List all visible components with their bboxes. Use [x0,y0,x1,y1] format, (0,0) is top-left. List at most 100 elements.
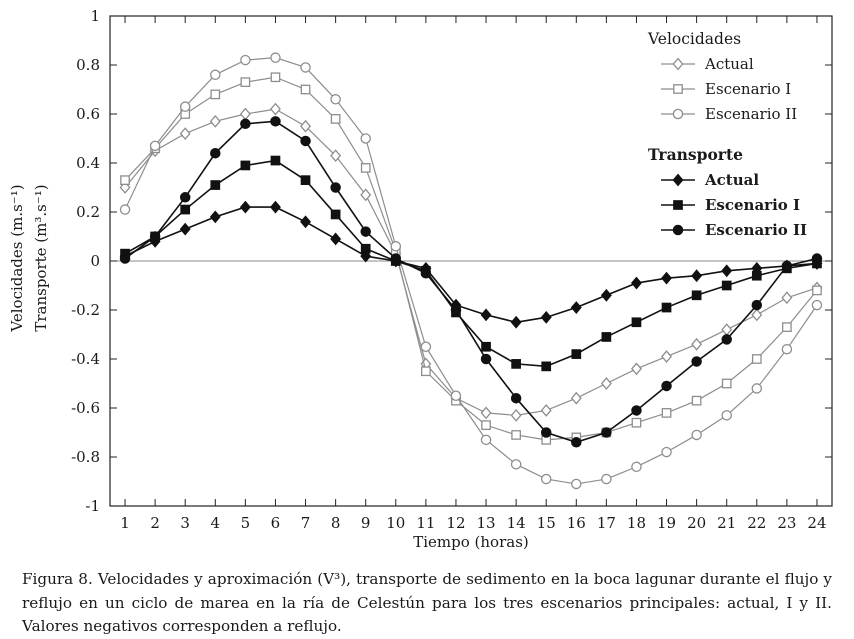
x-tick-label: 15 [537,514,556,532]
y-tick-label: 0 [90,252,100,270]
square-marker [631,417,642,428]
square-legend-marker-icon [661,200,695,210]
diamond-marker [661,271,672,285]
y-tick-label: 1 [90,7,100,25]
circle-marker [571,437,582,448]
square-marker [721,378,732,389]
circle-marker [510,392,522,404]
square-legend-marker-icon [661,84,695,94]
y-tick-label: 0.4 [76,154,100,172]
circle-marker [330,94,341,105]
circle-marker [149,231,161,242]
square-marker [240,160,251,171]
y-axis-label-transporte: Transporte (m³.s⁻¹) [32,184,50,332]
square-marker [360,243,371,254]
circle-marker [601,473,612,485]
circle-marker [420,267,432,279]
circle-marker [210,69,221,81]
x-axis-label: Tiempo (horas) [413,533,529,551]
legend-group-velocidades: Velocidades Actual Escenario I Escenario II [648,30,807,123]
square-marker [210,180,221,190]
circle-marker [480,434,492,446]
diamond-marker [672,173,684,187]
circle-marker [721,410,732,421]
circle-marker [360,226,371,237]
circle-marker [119,253,131,264]
circle-marker [672,224,684,236]
y-tick-label: -1 [85,497,100,515]
legend-item-velocidades-escenario-i: Escenario I [660,80,807,98]
diamond-marker [570,391,582,405]
diamond-legend-marker-icon [661,57,695,71]
diamond-marker [661,350,672,363]
x-tick-label: 18 [627,514,646,532]
diamond-marker [510,408,522,422]
series-line [124,108,818,416]
x-tick-label: 21 [717,514,736,532]
circle-marker [751,299,763,311]
x-tick-label: 2 [150,514,160,532]
figure-caption: Figura 8. Velocidades y aproximación (V³… [22,570,832,636]
diamond-marker [209,210,221,224]
x-tick-label: 7 [301,514,311,532]
x-tick-label: 9 [361,514,371,532]
circle-marker [420,341,432,352]
series-line [124,76,818,441]
legend-group-transporte: Transporte Actual Escenario I Escenario II [648,145,807,239]
x-tick-label: 11 [416,514,435,532]
chart-area: 1 0.8 0.6 0.4 0.2 0 -0.2 -0.4 -0.6 -0.8 -1 1 2 3 4 5 6 7 8… [8,7,833,551]
circle-marker [691,429,702,441]
circle-marker [300,135,311,147]
diamond-marker [360,249,372,263]
legend-header-velocidades: Velocidades [648,30,742,48]
x-tick-label: 20 [687,514,706,532]
legend-item-transporte-escenario-i: Escenario I [660,196,807,214]
y-tick-label: -0.4 [71,350,100,368]
circle-marker [540,473,552,485]
legend-item-label: Actual [705,171,760,189]
x-tick-label: 1 [120,514,130,532]
square-marker [812,285,822,296]
y-tick-label: 0.6 [76,105,100,123]
series-transporte-escenario-ii [119,116,823,448]
diamond-marker [672,57,684,71]
circle-marker [811,299,823,311]
square-marker [541,361,552,372]
circle-marker [480,353,492,365]
diamond-marker [270,102,281,116]
circle-marker [390,241,402,252]
square-marker [511,430,521,440]
square-marker [673,84,683,94]
square-marker [120,175,130,185]
square-marker [330,209,341,220]
square-marker [751,270,762,281]
square-marker [210,89,221,100]
x-tick-label: 24 [807,514,826,532]
circle-marker [450,304,462,316]
circle-legend-marker-icon [661,108,695,120]
diamond-marker [330,232,342,246]
diamond-marker [300,119,311,133]
diamond-marker [751,308,763,322]
circle-marker [390,253,402,264]
circle-marker [721,334,732,345]
x-tick-label: 17 [597,514,616,532]
chart-svg: 10.80.60.40.20-0.2-0.4-0.6-0.8-11 2 3 4 5 6 7 8… [71,7,833,532]
circle-marker [270,52,281,63]
circle-marker [571,478,582,490]
x-tick-label: 4 [211,514,221,532]
square-marker [782,322,792,333]
diamond-legend-marker-icon [661,173,695,187]
circle-marker [450,390,462,401]
square-marker [360,163,371,173]
square-marker [661,408,672,418]
diamond-marker [270,200,281,214]
circle-marker [661,446,672,458]
y-tick-label: -0.8 [71,448,100,466]
circle-marker [270,116,281,127]
diamond-marker [480,308,492,322]
diamond-marker [691,337,703,351]
legend-item-label: Escenario II [705,105,798,123]
circle-marker [179,101,191,112]
circle-marker [631,461,642,473]
